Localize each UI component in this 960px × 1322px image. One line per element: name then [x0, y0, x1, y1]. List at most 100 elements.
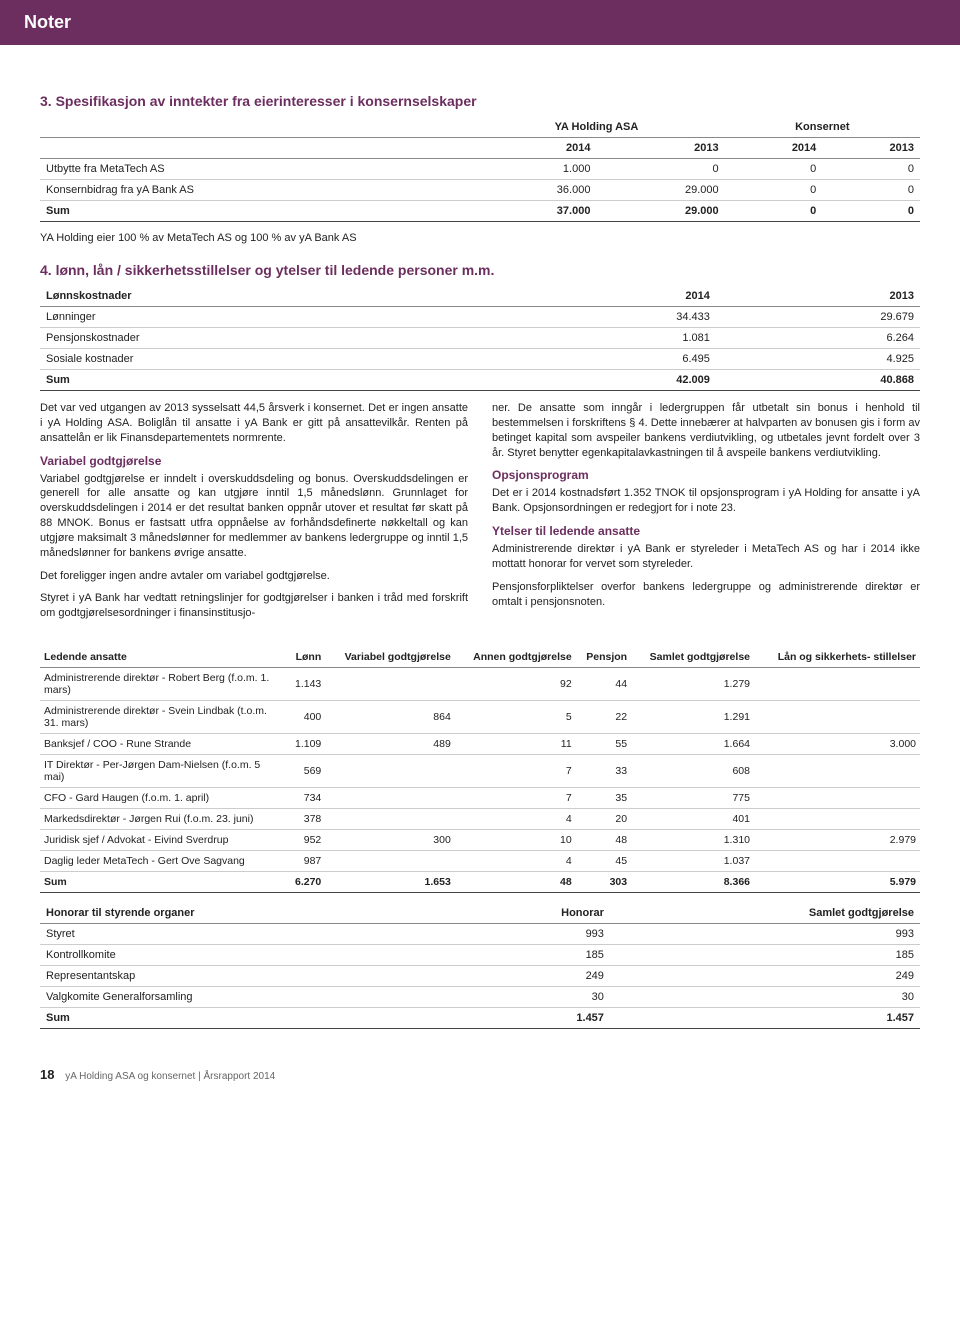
- cell: 30: [610, 987, 920, 1008]
- table-row: Kontrollkomite185185: [40, 945, 920, 966]
- cell: 489: [325, 734, 455, 755]
- table-row: Valgkomite Generalforsamling3030: [40, 987, 920, 1008]
- section4-title: 4. lønn, lån / sikkerhetsstillelser og y…: [40, 262, 920, 278]
- cell: 1.143: [286, 668, 325, 701]
- s3-group-ya: YA Holding ASA: [468, 117, 724, 138]
- row-label: Banksjef / COO - Rune Strande: [40, 734, 286, 755]
- table-row: Administrerende direktør - Svein Lindbak…: [40, 701, 920, 734]
- section3-note: YA Holding eier 100 % av MetaTech AS og …: [40, 232, 920, 244]
- para: Variabel godtgjørelse er inndelt i overs…: [40, 472, 468, 561]
- cell: 952: [286, 830, 325, 851]
- cell: 185: [465, 945, 610, 966]
- right-column: ner. De ansatte som inngår i ledergruppe…: [492, 401, 920, 629]
- para: ner. De ansatte som inngår i ledergruppe…: [492, 401, 920, 460]
- para: Det er i 2014 kostnadsført 1.352 TNOK ti…: [492, 486, 920, 516]
- cell: 569: [286, 755, 325, 788]
- cell: 0: [725, 180, 823, 201]
- cell: 1.081: [512, 328, 716, 349]
- cell: 993: [610, 924, 920, 945]
- section3-table: YA Holding ASA Konsernet 2014 2013 2014 …: [40, 117, 920, 222]
- cell: 20: [576, 809, 631, 830]
- cell: 48: [576, 830, 631, 851]
- cell: 734: [286, 788, 325, 809]
- two-column-text: Det var ved utgangen av 2013 sysselsatt …: [40, 401, 920, 629]
- para: Det var ved utgangen av 2013 sysselsatt …: [40, 401, 468, 446]
- cell: 33: [576, 755, 631, 788]
- cell: 1.310: [631, 830, 754, 851]
- table-row: IT Direktør - Per-Jørgen Dam-Nielsen (f.…: [40, 755, 920, 788]
- row-label: Representantskap: [40, 966, 465, 987]
- page-body: 3. Spesifikasjon av inntekter fra eierin…: [0, 45, 960, 1059]
- cell: [754, 755, 920, 788]
- row-label: Lønninger: [40, 307, 512, 328]
- s3-sum-label: Sum: [40, 201, 468, 222]
- header-title: Noter: [24, 12, 71, 32]
- cell: 249: [465, 966, 610, 987]
- row-label: Juridisk sjef / Advokat - Eivind Sverdru…: [40, 830, 286, 851]
- cell: 1.279: [631, 668, 754, 701]
- table-row-sum: Sum 42.009 40.868: [40, 370, 920, 391]
- section3-title: 3. Spesifikasjon av inntekter fra eierin…: [40, 93, 920, 109]
- cell: 1.664: [631, 734, 754, 755]
- row-label: Administrerende direktør - Svein Lindbak…: [40, 701, 286, 734]
- row-label: Kontrollkomite: [40, 945, 465, 966]
- cell: 44: [576, 668, 631, 701]
- cell: 401: [631, 809, 754, 830]
- row-label: Administrerende direktør - Robert Berg (…: [40, 668, 286, 701]
- s3-y1: 2013: [596, 138, 724, 159]
- cell: 6.495: [512, 349, 716, 370]
- para: Pensjonsforpliktelser overfor bankens le…: [492, 580, 920, 610]
- para: Styret i yA Bank har vedtatt retningslin…: [40, 591, 468, 621]
- table-row: Utbytte fra MetaTech AS1.000000: [40, 159, 920, 180]
- cell: [325, 668, 455, 701]
- para: Administrerende direktør i yA Bank er st…: [492, 542, 920, 572]
- s3-y0: 2014: [468, 138, 596, 159]
- cell: 22: [576, 701, 631, 734]
- table-row-sum: Sum 6.270 1.653 48 303 8.366 5.979: [40, 872, 920, 893]
- row-label: CFO - Gard Haugen (f.o.m. 1. april): [40, 788, 286, 809]
- cell: 45: [576, 851, 631, 872]
- table-row: Daglig leder MetaTech - Gert Ove Sagvang…: [40, 851, 920, 872]
- row-label: Sosiale kostnader: [40, 349, 512, 370]
- cell: 7: [455, 788, 576, 809]
- cell: 5: [455, 701, 576, 734]
- row-label: Markedsdirektør - Jørgen Rui (f.o.m. 23.…: [40, 809, 286, 830]
- table-row: Lønninger34.43329.679: [40, 307, 920, 328]
- cell: 4: [455, 851, 576, 872]
- page-header: Noter: [0, 0, 960, 45]
- footer-text: yA Holding ASA og konsernet | Årsrapport…: [65, 1071, 275, 1082]
- exec-table: Ledende ansatte Lønn Variabel godtgjørel…: [40, 647, 920, 893]
- cell: 775: [631, 788, 754, 809]
- cell: 1.109: [286, 734, 325, 755]
- cell: 29.679: [716, 307, 920, 328]
- table-row: Administrerende direktør - Robert Berg (…: [40, 668, 920, 701]
- para: Det foreligger ingen andre avtaler om va…: [40, 569, 468, 584]
- cell: 1.037: [631, 851, 754, 872]
- cell: 6.264: [716, 328, 920, 349]
- cell: 29.000: [596, 180, 724, 201]
- table-row-sum: Sum 1.457 1.457: [40, 1008, 920, 1029]
- cell: 10: [455, 830, 576, 851]
- cell: 3.000: [754, 734, 920, 755]
- page-footer: 18 yA Holding ASA og konsernet | Årsrapp…: [0, 1059, 960, 1096]
- cell: 0: [822, 180, 920, 201]
- row-label: Utbytte fra MetaTech AS: [40, 159, 468, 180]
- board-table: Honorar til styrende organer Honorar Sam…: [40, 903, 920, 1029]
- table-row: CFO - Gard Haugen (f.o.m. 1. april)73473…: [40, 788, 920, 809]
- row-label: Styret: [40, 924, 465, 945]
- cell: 36.000: [468, 180, 596, 201]
- cell: [754, 809, 920, 830]
- cell: 4.925: [716, 349, 920, 370]
- cell: [754, 851, 920, 872]
- cell: 4: [455, 809, 576, 830]
- cell: 7: [455, 755, 576, 788]
- cell: [754, 668, 920, 701]
- table-row-sum: Sum 37.000 29.000 0 0: [40, 201, 920, 222]
- cell: 300: [325, 830, 455, 851]
- cell: 400: [286, 701, 325, 734]
- table-row: Sosiale kostnader6.4954.925: [40, 349, 920, 370]
- cell: 92: [455, 668, 576, 701]
- cell: 34.433: [512, 307, 716, 328]
- table-row: Markedsdirektør - Jørgen Rui (f.o.m. 23.…: [40, 809, 920, 830]
- row-label: Valgkomite Generalforsamling: [40, 987, 465, 1008]
